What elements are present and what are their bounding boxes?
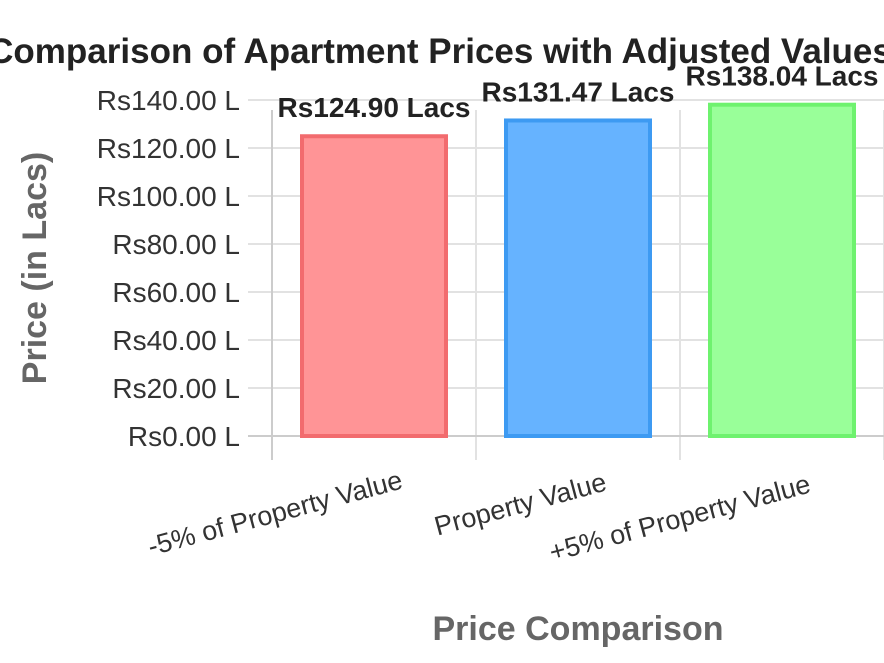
y-tick-label: Rs60.00 L bbox=[112, 277, 240, 308]
bar bbox=[504, 118, 652, 439]
y-tick-label: Rs0.00 L bbox=[128, 421, 240, 452]
data-labels: Rs124.90 Lacs Rs131.47 Lacs Rs138.04 Lacs bbox=[277, 61, 878, 124]
data-label: Rs124.90 Lacs bbox=[277, 92, 470, 123]
y-tick-label: Rs120.00 L bbox=[97, 133, 240, 164]
x-axis-label: Price Comparison bbox=[433, 610, 724, 648]
y-tick-label: Rs140.00 L bbox=[97, 85, 240, 116]
y-tick-label: Rs40.00 L bbox=[112, 325, 240, 356]
y-axis-label: Price (in Lacs) bbox=[16, 152, 54, 384]
y-tick-label: Rs20.00 L bbox=[112, 373, 240, 404]
data-label: Rs131.47 Lacs bbox=[481, 76, 674, 107]
y-tick-label: Rs80.00 L bbox=[112, 229, 240, 260]
x-tick-label: -5% of Property Value bbox=[145, 465, 406, 562]
bars bbox=[300, 102, 856, 439]
bar bbox=[708, 102, 856, 438]
chart-title: Comparison of Apartment Prices with Adju… bbox=[0, 32, 884, 71]
tick-labels: Rs0.00 L Rs20.00 L Rs40.00 L Rs60.00 L Rs80.… bbox=[97, 85, 814, 567]
y-tick-label: Rs100.00 L bbox=[97, 181, 240, 212]
bar bbox=[300, 134, 448, 439]
data-label: Rs138.04 Lacs bbox=[685, 61, 878, 92]
